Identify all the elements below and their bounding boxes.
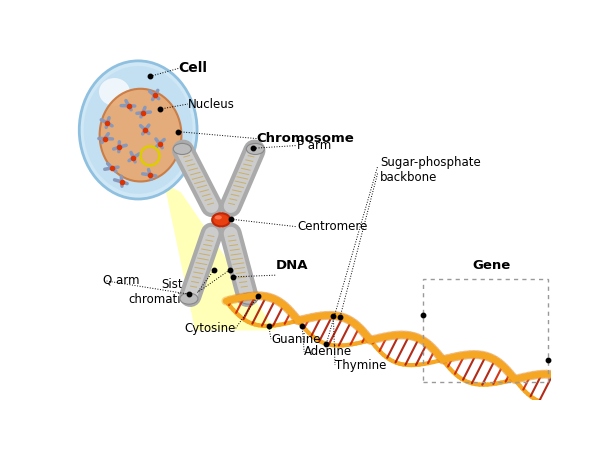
Text: P arm: P arm — [297, 139, 331, 152]
Text: Guanine: Guanine — [271, 333, 321, 346]
Text: Q arm: Q arm — [103, 274, 139, 287]
Text: DNA: DNA — [276, 259, 308, 272]
Ellipse shape — [215, 216, 222, 220]
Text: Thymine: Thymine — [335, 359, 386, 371]
Text: Chromosome: Chromosome — [257, 132, 354, 145]
Text: Nucleus: Nucleus — [188, 97, 235, 110]
Ellipse shape — [84, 66, 193, 194]
Ellipse shape — [173, 143, 192, 154]
Ellipse shape — [212, 213, 230, 226]
Text: Sister
chromatids: Sister chromatids — [129, 278, 195, 306]
Ellipse shape — [79, 61, 197, 199]
Text: Sugar-phosphate
backbone: Sugar-phosphate backbone — [380, 156, 481, 184]
Text: Adenine: Adenine — [304, 345, 353, 358]
Text: Cell: Cell — [179, 62, 207, 75]
Polygon shape — [164, 184, 276, 330]
Ellipse shape — [246, 143, 264, 154]
Text: Cytosine: Cytosine — [184, 322, 236, 335]
Ellipse shape — [240, 293, 258, 304]
Ellipse shape — [99, 78, 130, 106]
Text: Centromere: Centromere — [297, 220, 367, 233]
Ellipse shape — [100, 89, 181, 181]
Text: Gene: Gene — [472, 259, 511, 272]
Ellipse shape — [180, 293, 198, 304]
